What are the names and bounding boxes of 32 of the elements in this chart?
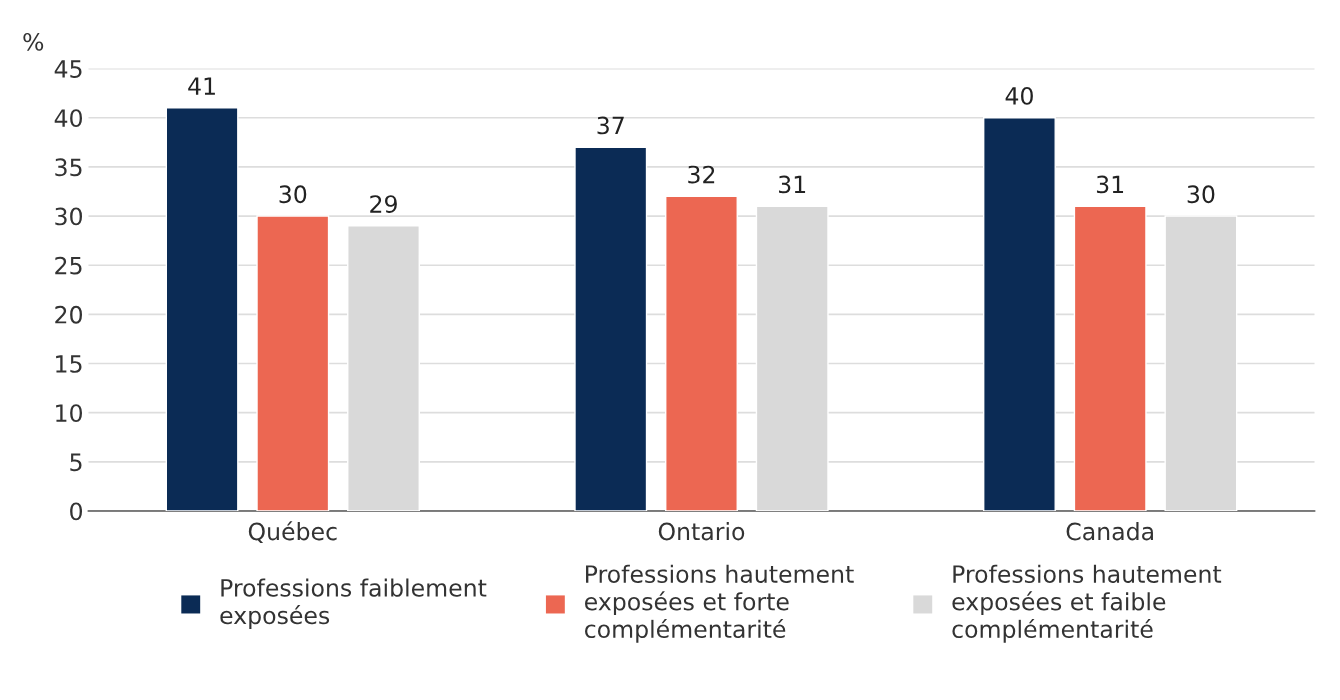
data-label: 30 [279,185,307,204]
data-label: 37 [597,116,624,135]
y-tick-label: 0 [70,502,83,521]
legend-label: Professions hautement exposées et faible complémentarité [952,564,1222,643]
bar [1073,205,1147,511]
legend-label: Professions faiblement exposées [220,578,487,629]
bar [165,107,239,511]
y-tick-label: 45 [54,60,82,78]
data-label: 29 [370,195,397,213]
data-label: 30 [1187,185,1215,204]
bar [574,146,648,511]
bar [983,117,1056,511]
y-tick-label: 5 [70,453,82,472]
y-tick-label: 25 [55,256,82,275]
x-tick-label: Québec [248,521,337,544]
data-label: 31 [1096,175,1124,194]
legend-label: Professions hautement exposées et forte complémentarité [585,564,854,643]
y-tick-label: 30 [55,207,83,226]
y-tick-label: 10 [56,404,83,422]
x-tick-label: Ontario [658,522,745,541]
x-tick-label: Canada [1066,522,1153,541]
y-tick-label: 20 [55,305,83,324]
y-tick-label: 15 [56,355,82,373]
data-label: 32 [688,165,715,184]
data-label: 31 [779,175,806,194]
data-label: 41 [188,77,215,95]
y-axis-title: % [23,32,44,51]
bar [256,215,330,511]
y-tick-label: 35 [55,158,82,177]
data-label: 40 [1005,86,1033,105]
bar [665,195,738,511]
y-tick-label: 40 [54,109,83,128]
